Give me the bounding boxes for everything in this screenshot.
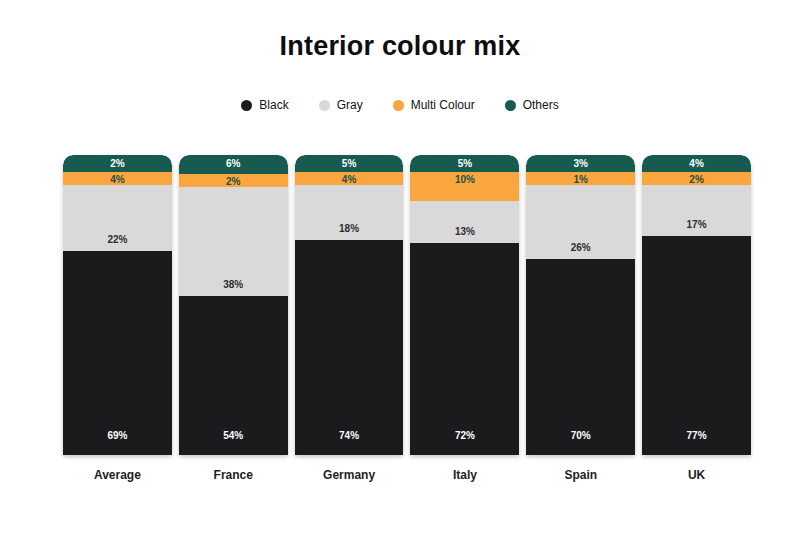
category-label-spain: Spain	[526, 468, 635, 482]
segment-value-spain-black: 70%	[571, 430, 591, 441]
segment-uk-multi-colour: 2%	[642, 172, 751, 185]
legend-label-gray: Gray	[337, 99, 363, 111]
segment-uk-others: 4%	[642, 155, 751, 172]
legend: Black Gray Multi Colour Others	[0, 99, 800, 111]
segment-value-italy-black: 72%	[455, 430, 475, 441]
segment-spain-others: 3%	[526, 155, 635, 172]
category-labels-row: Average France Germany Italy Spain UK	[63, 468, 751, 482]
legend-label-black: Black	[259, 99, 288, 111]
segment-value-france-gray: 38%	[223, 279, 243, 290]
segment-value-average-black: 69%	[107, 430, 127, 441]
chart-title: Interior colour mix	[0, 31, 800, 62]
segment-france-multi-colour: 2%	[179, 174, 288, 187]
bar-germany: 5% 4% 18% 74%	[295, 155, 404, 455]
segment-italy-others: 5%	[410, 155, 519, 172]
segment-value-uk-others: 4%	[689, 158, 703, 169]
bar-italy: 5% 10% 13% 72%	[410, 155, 519, 455]
segment-value-average-multi-colour: 4%	[110, 174, 124, 185]
bar-average: 2% 4% 22% 69%	[63, 155, 172, 455]
bar-uk: 4% 2% 17% 77%	[642, 155, 751, 455]
segment-value-france-multi-colour: 2%	[226, 176, 240, 187]
segment-italy-black: 72%	[410, 243, 519, 455]
legend-item-multi-colour: Multi Colour	[393, 99, 475, 111]
bars-row: 2% 4% 22% 69% 6% 2% 38% 54% 5% 4% 18% 74% 5% 10% 13% 72…	[63, 155, 751, 455]
segment-average-multi-colour: 4%	[63, 172, 172, 185]
legend-item-gray: Gray	[319, 99, 363, 111]
segment-value-italy-gray: 13%	[455, 226, 475, 237]
segment-value-italy-multi-colour: 10%	[455, 174, 475, 185]
segment-value-average-gray: 22%	[107, 234, 127, 245]
legend-label-others: Others	[523, 99, 559, 111]
segment-value-germany-black: 74%	[339, 430, 359, 441]
segment-germany-others: 5%	[295, 155, 404, 172]
segment-france-others: 6%	[179, 155, 288, 174]
segment-germany-black: 74%	[295, 240, 404, 455]
segment-germany-multi-colour: 4%	[295, 172, 404, 185]
segment-france-black: 54%	[179, 296, 288, 455]
legend-item-others: Others	[505, 99, 559, 111]
legend-dot-gray	[319, 100, 330, 111]
segment-value-germany-others: 5%	[342, 158, 356, 169]
segment-value-france-black: 54%	[223, 430, 243, 441]
category-label-average: Average	[63, 468, 172, 482]
segment-value-uk-black: 77%	[687, 430, 707, 441]
bar-france: 6% 2% 38% 54%	[179, 155, 288, 455]
legend-dot-others	[505, 100, 516, 111]
segment-average-others: 2%	[63, 155, 172, 172]
segment-spain-gray: 26%	[526, 185, 635, 259]
segment-spain-black: 70%	[526, 259, 635, 455]
segment-value-average-others: 2%	[110, 158, 124, 169]
legend-item-black: Black	[241, 99, 288, 111]
category-label-france: France	[179, 468, 288, 482]
segment-value-uk-multi-colour: 2%	[689, 174, 703, 185]
segment-france-gray: 38%	[179, 187, 288, 295]
segment-average-black: 69%	[63, 251, 172, 455]
chart-card: Interior colour mix Black Gray Multi Colou…	[0, 0, 800, 533]
segment-value-uk-gray: 17%	[687, 219, 707, 230]
bar-spain: 3% 1% 26% 70%	[526, 155, 635, 455]
category-label-germany: Germany	[295, 468, 404, 482]
segment-uk-gray: 17%	[642, 185, 751, 236]
segment-uk-black: 77%	[642, 236, 751, 455]
legend-dot-black	[241, 100, 252, 111]
segment-value-italy-others: 5%	[458, 158, 472, 169]
segment-value-germany-gray: 18%	[339, 223, 359, 234]
segment-value-germany-multi-colour: 4%	[342, 174, 356, 185]
segment-average-gray: 22%	[63, 185, 172, 251]
segment-italy-gray: 13%	[410, 201, 519, 243]
segment-spain-multi-colour: 1%	[526, 172, 635, 185]
segment-value-spain-others: 3%	[574, 158, 588, 169]
category-label-uk: UK	[642, 468, 751, 482]
legend-label-multi-colour: Multi Colour	[411, 99, 475, 111]
segment-value-spain-multi-colour: 1%	[574, 174, 588, 185]
segment-italy-multi-colour: 10%	[410, 172, 519, 201]
legend-dot-multi-colour	[393, 100, 404, 111]
segment-germany-gray: 18%	[295, 185, 404, 240]
segment-value-spain-gray: 26%	[571, 242, 591, 253]
segment-value-france-others: 6%	[226, 158, 240, 169]
category-label-italy: Italy	[410, 468, 519, 482]
